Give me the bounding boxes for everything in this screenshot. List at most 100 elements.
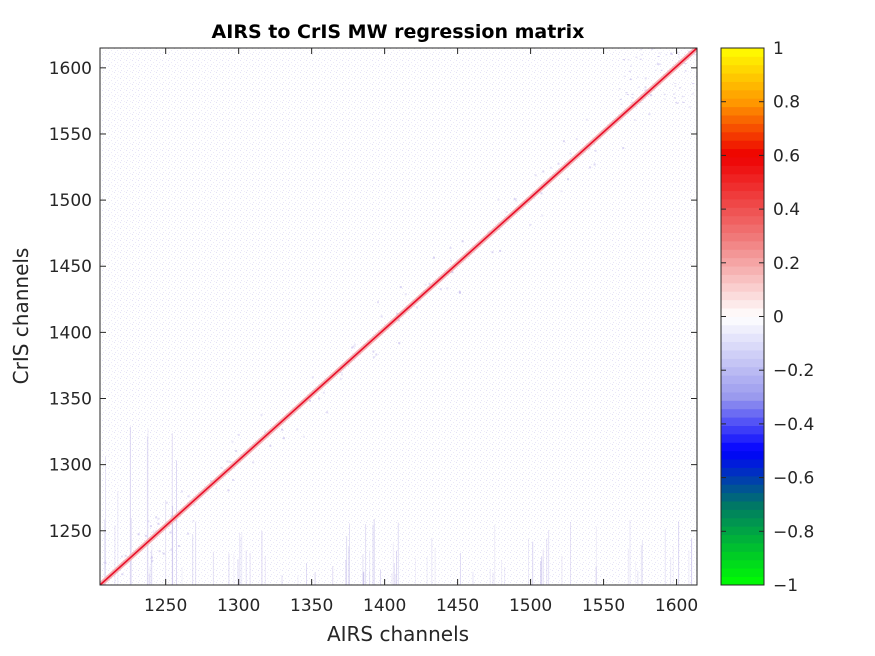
matrix-streak	[595, 526, 597, 585]
matrix-streak	[149, 566, 151, 585]
matrix-speck	[557, 162, 560, 165]
matrix-speck	[628, 70, 631, 72]
colorbar-band	[721, 106, 764, 116]
matrix-streak	[363, 571, 365, 585]
matrix-speck	[688, 50, 690, 52]
matrix-speck	[692, 83, 694, 85]
colorbar-ticks: 1 0.8 0.6 0.4 0.2 0 −0.2 −0.4 −0.6 −0.8 −1	[721, 39, 814, 596]
matrix-speck	[252, 461, 255, 464]
y-tick-label: 1250	[49, 522, 92, 542]
y-tick-label: 1600	[49, 59, 92, 79]
matrix-speck	[657, 56, 660, 57]
matrix-streak	[171, 433, 173, 585]
matrix-streak	[233, 553, 235, 585]
matrix-streak	[492, 572, 494, 585]
colorbar-band	[721, 517, 764, 527]
matrix-speck	[630, 78, 633, 80]
matrix-speck	[497, 198, 500, 201]
matrix-speck	[631, 97, 634, 99]
diagonal-line	[100, 48, 697, 585]
matrix-speck	[187, 495, 190, 498]
matrix-streak	[540, 561, 542, 585]
matrix-speck	[639, 102, 642, 103]
matrix-speck	[380, 315, 383, 318]
matrix-speck	[89, 567, 91, 569]
colorbar-band	[721, 358, 764, 368]
matrix-streak	[373, 519, 375, 585]
colorbar-band	[721, 375, 764, 385]
matrix-speck	[341, 373, 343, 376]
colorbar-band	[721, 115, 764, 124]
matrix-streak	[532, 541, 534, 585]
x-tick-label: 1250	[144, 596, 187, 616]
colorbar-band	[721, 475, 764, 485]
colorbar-band	[721, 509, 764, 519]
colorbar-band	[721, 484, 764, 494]
matrix-speck	[157, 517, 160, 520]
matrix-speck	[656, 63, 659, 66]
matrix-speck	[567, 178, 569, 181]
matrix-streak	[595, 566, 597, 585]
matrix-streak	[434, 547, 436, 585]
matrix-speck	[695, 75, 697, 77]
matrix-streak	[640, 545, 642, 585]
matrix-speck	[229, 461, 232, 463]
matrix-streak	[394, 573, 396, 585]
colorbar-band	[721, 576, 764, 586]
x-axis-label: AIRS channels	[327, 622, 469, 646]
matrix-streak	[239, 532, 240, 585]
colorbar-tick-label: −1	[773, 576, 798, 596]
matrix-streak	[372, 524, 374, 585]
colorbar-band	[721, 559, 764, 569]
matrix-speck	[210, 480, 213, 483]
matrix-streak	[228, 553, 230, 585]
matrix-speck	[352, 345, 355, 348]
colorbar-tick-label: 0.8	[773, 93, 800, 113]
colorbar-band	[721, 350, 764, 359]
matrix-speck	[677, 56, 680, 58]
matrix-streak	[431, 537, 433, 585]
colorbar-band	[721, 316, 764, 326]
matrix-streak	[415, 558, 416, 585]
matrix-speck	[560, 190, 563, 193]
matrix-speck	[282, 437, 285, 440]
colorbar-tick-label: −0.4	[773, 415, 814, 435]
matrix-speck	[428, 282, 431, 285]
matrix-speck	[626, 94, 629, 95]
chart-title: AIRS to CrIS MW regression matrix	[212, 21, 585, 43]
colorbar-band	[721, 308, 764, 317]
matrix-streak	[349, 523, 350, 585]
colorbar-band	[721, 291, 764, 301]
matrix-streak	[346, 536, 348, 585]
matrix-speck	[152, 531, 155, 534]
matrix-speck	[658, 63, 661, 65]
colorbar-band	[721, 240, 764, 250]
matrix-speck	[670, 52, 673, 54]
matrix-streak	[396, 550, 397, 585]
y-tick-label: 1300	[49, 456, 92, 476]
matrix-speck	[461, 240, 464, 243]
matrix-streak	[192, 534, 194, 585]
matrix-speck	[637, 76, 639, 78]
matrix-speck	[487, 230, 490, 233]
matrix-streak	[392, 543, 394, 585]
colorbar-band	[721, 392, 764, 401]
colorbar-band	[721, 56, 764, 66]
matrix-speck	[121, 555, 123, 558]
colorbar-band	[721, 140, 764, 150]
matrix-speck	[534, 174, 537, 177]
colorbar-band	[721, 400, 764, 410]
matrix-speck	[322, 391, 325, 394]
matrix-speck	[326, 411, 329, 414]
colorbar-band	[721, 89, 764, 99]
matrix-speck	[694, 54, 696, 56]
colorbar-band	[721, 534, 764, 544]
y-tick-label: 1350	[49, 390, 92, 410]
plot-area	[89, 47, 698, 586]
matrix-speck	[424, 283, 427, 286]
matrix-speck	[372, 350, 375, 353]
matrix-speck	[124, 554, 127, 557]
matrix-speck	[499, 249, 502, 252]
matrix-speck	[398, 342, 401, 345]
